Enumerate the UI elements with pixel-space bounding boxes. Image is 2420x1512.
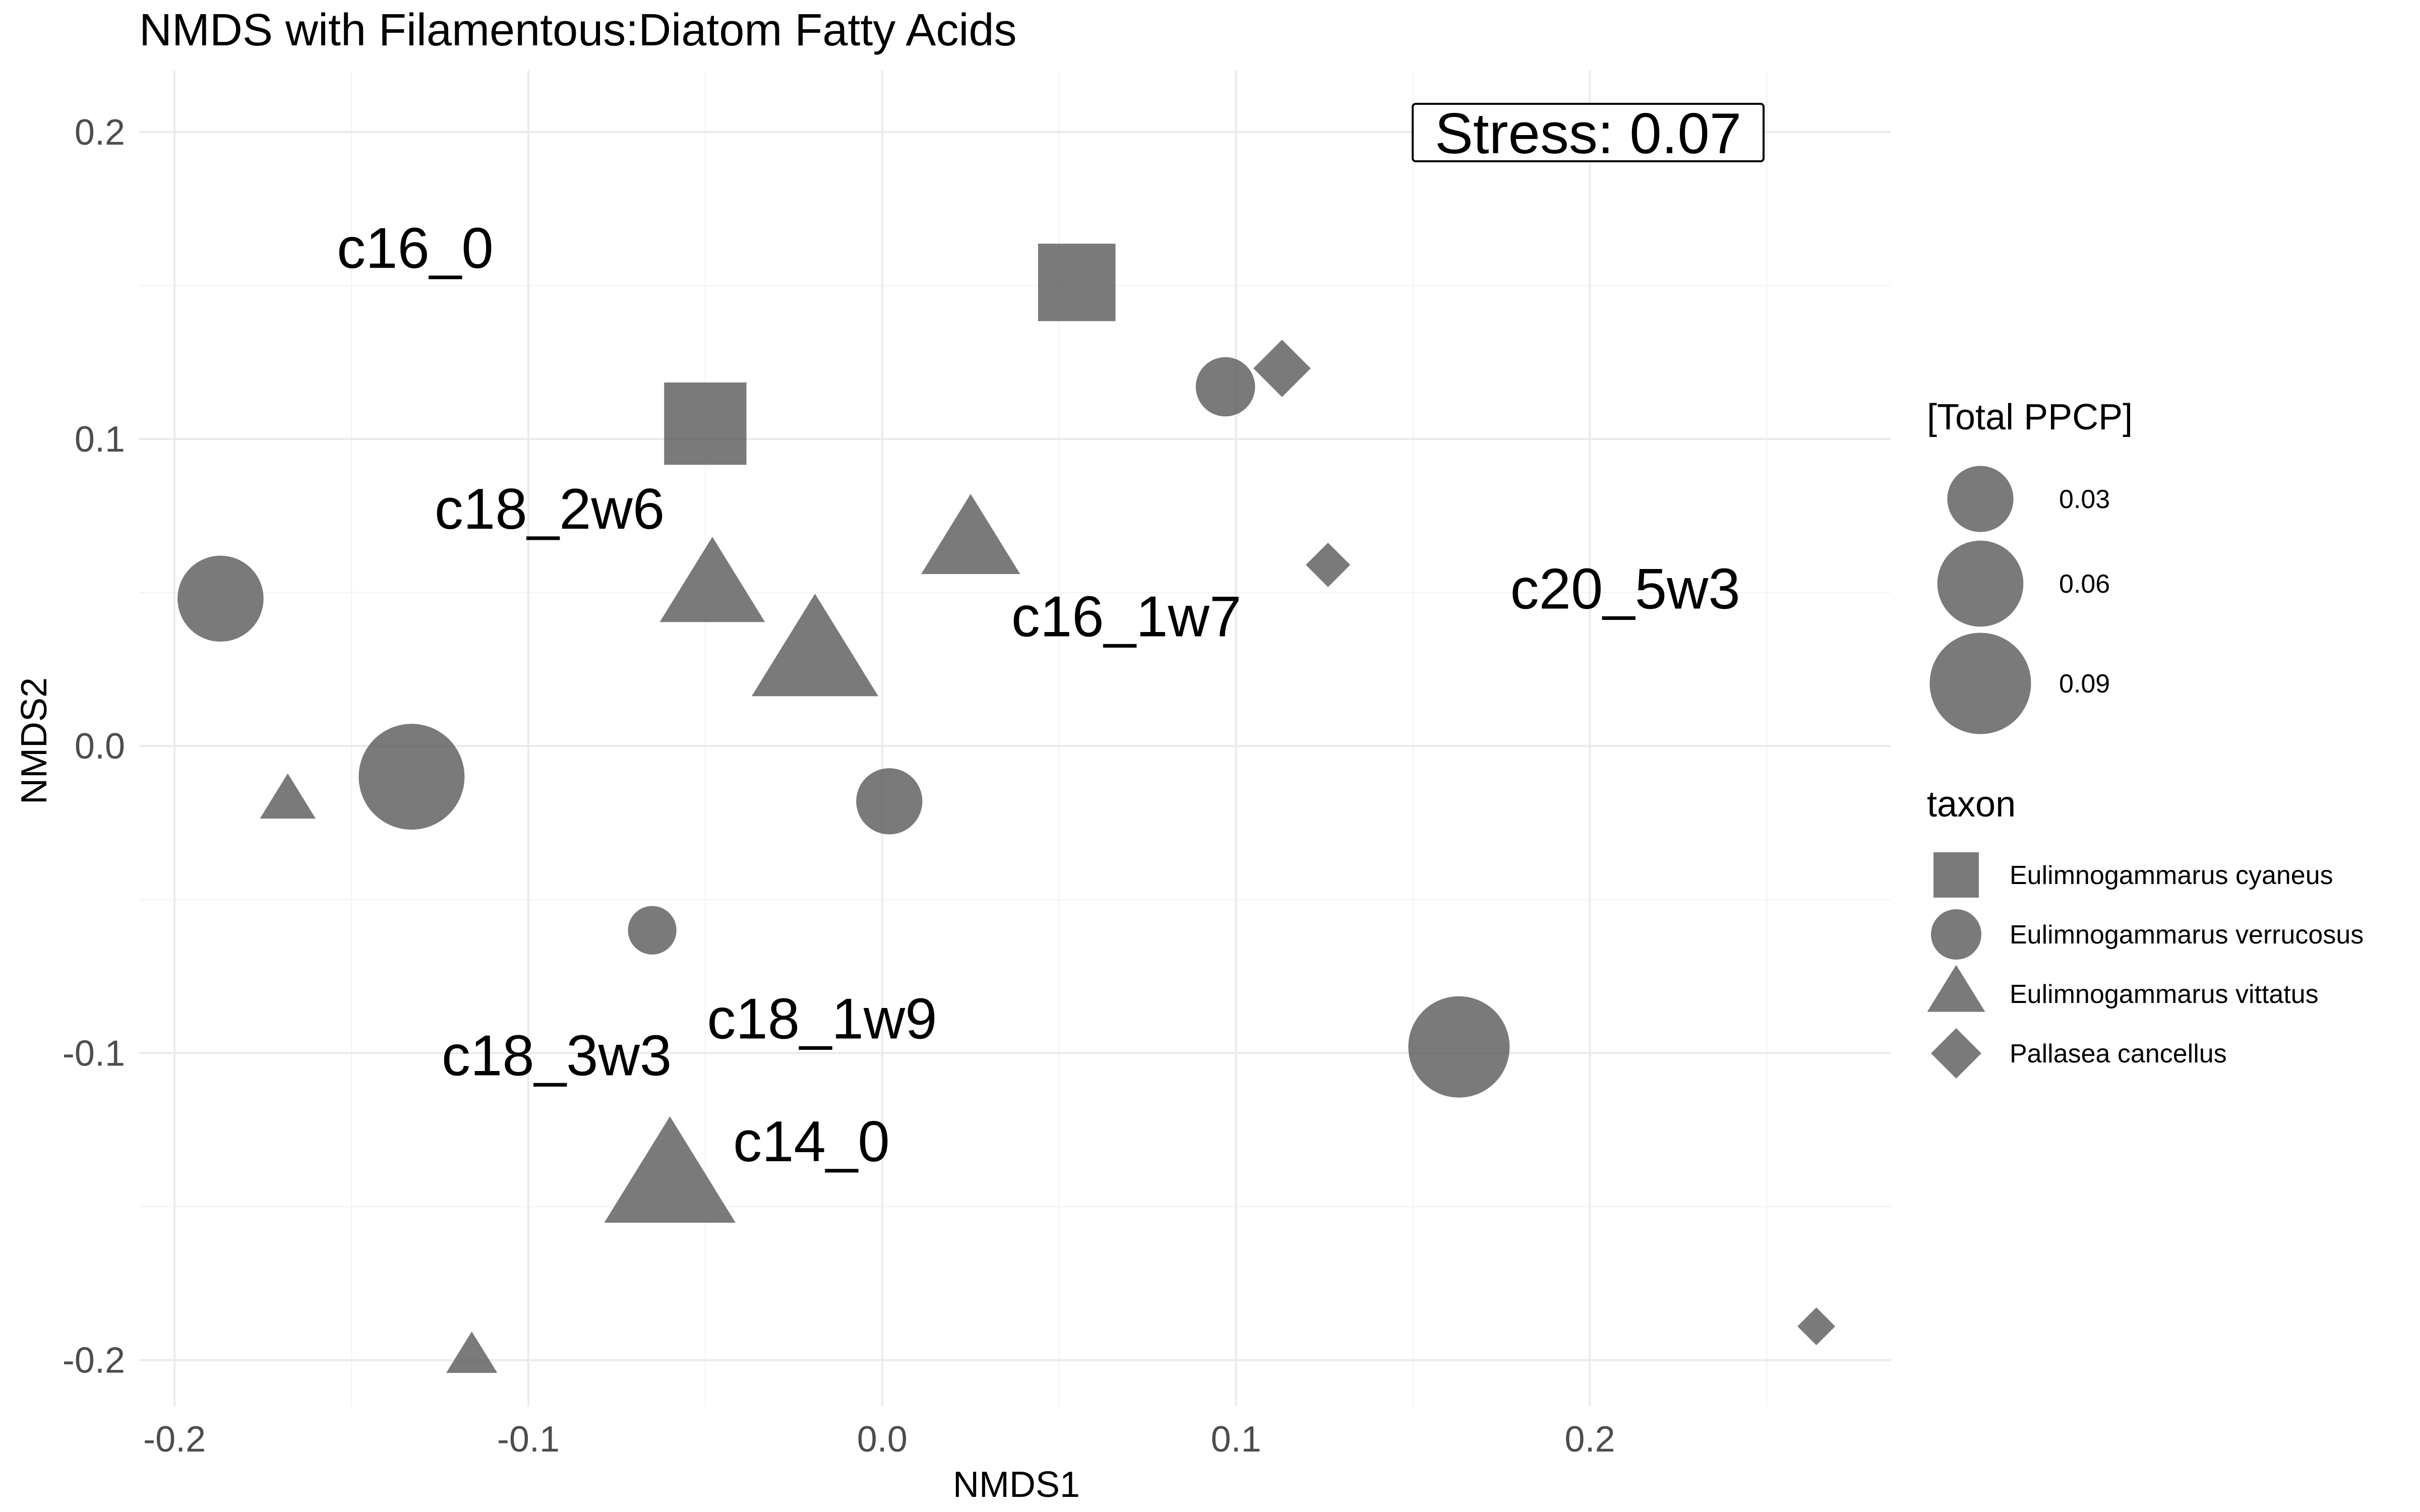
x-axis-ticks: -0.2 -0.1 0.0 0.1 0.2 — [143, 1419, 1615, 1460]
data-point — [260, 773, 316, 819]
variable-label: c20_5w3 — [1510, 557, 1740, 621]
data-point — [1195, 357, 1255, 417]
data-point — [659, 537, 765, 622]
data-point — [664, 382, 747, 465]
data-point — [751, 593, 879, 697]
y-axis-title: NMDS2 — [14, 677, 54, 804]
data-point — [604, 1116, 736, 1223]
size-legend-title: [Total PPCP] — [1927, 397, 2133, 437]
variable-label: c16_1w7 — [1011, 585, 1241, 649]
stress-box: Stress: 0.07 — [1412, 102, 1765, 166]
size-legend-key — [1937, 540, 2024, 627]
y-tick-label: -0.2 — [63, 1341, 125, 1381]
shape-legend-label: Eulimnogammarus cyaneus — [2010, 861, 2333, 890]
y-tick-label: 0.0 — [75, 726, 125, 767]
data-point — [856, 768, 923, 835]
shape-legend-label: Eulimnogammarus verrucosus — [2010, 920, 2364, 950]
stress-box-border — [1412, 103, 1765, 162]
variable-labels: c16_0 c18_2w6 c16_1w7 c20_5w3 c18_1w9 c18_3w3… — [337, 216, 1740, 1174]
stress-label: Stress: 0.07 — [1435, 102, 1741, 166]
data-points — [177, 243, 1836, 1373]
shape-legend-items: Eulimnogammarus cyaneus Eulimnogammarus v… — [1927, 852, 2364, 1079]
size-legend-label: 0.03 — [2059, 485, 2110, 514]
shape-legend-title: taxon — [1927, 784, 2016, 825]
shape-legend-label: Pallasea cancellus — [2010, 1039, 2227, 1068]
x-tick-label: 0.0 — [857, 1419, 908, 1460]
variable-label: c14_0 — [733, 1110, 890, 1174]
size-legend-label: 0.09 — [2059, 669, 2110, 699]
data-point — [177, 555, 264, 642]
shape-legend-key — [1933, 852, 1979, 898]
size-legend-label: 0.06 — [2059, 570, 2110, 599]
data-point — [446, 1331, 498, 1373]
variable-label: c18_1w9 — [707, 987, 937, 1051]
data-point — [1306, 542, 1351, 587]
x-tick-label: -0.2 — [143, 1419, 206, 1460]
shape-legend-key — [1931, 1028, 1981, 1079]
data-point — [358, 724, 465, 830]
variable-label: c16_0 — [337, 216, 494, 280]
data-point — [1253, 340, 1311, 397]
x-axis-title: NMDS1 — [953, 1465, 1080, 1505]
data-point — [1038, 243, 1116, 322]
x-tick-label: 0.2 — [1564, 1419, 1615, 1460]
data-point — [921, 493, 1020, 575]
size-legend-key — [1947, 466, 2014, 532]
chart-title: NMDS with Filamentous:Diatom Fatty Acids — [139, 5, 1017, 55]
shape-legend-label: Eulimnogammarus vittatus — [2010, 980, 2319, 1009]
x-tick-label: 0.1 — [1211, 1419, 1261, 1460]
data-point — [1408, 996, 1510, 1098]
x-tick-label: -0.1 — [497, 1419, 560, 1460]
variable-label: c18_2w6 — [435, 477, 664, 541]
size-legend-key — [1929, 633, 2031, 734]
y-tick-label: -0.1 — [63, 1033, 125, 1074]
variable-label: c18_3w3 — [442, 1024, 672, 1088]
data-point — [1797, 1307, 1836, 1346]
y-tick-label: 0.1 — [75, 419, 125, 460]
data-point — [628, 906, 677, 955]
legend: [Total PPCP] 0.03 0.06 0.09 taxon Eulimnog… — [1927, 397, 2364, 1079]
shape-legend-key — [1927, 965, 1985, 1012]
y-tick-label: 0.2 — [75, 112, 125, 153]
y-axis-ticks: -0.2 -0.1 0.0 0.1 0.2 — [63, 112, 125, 1381]
size-legend-items: 0.03 0.06 0.09 — [1929, 466, 2110, 734]
shape-legend-key — [1931, 909, 1981, 960]
